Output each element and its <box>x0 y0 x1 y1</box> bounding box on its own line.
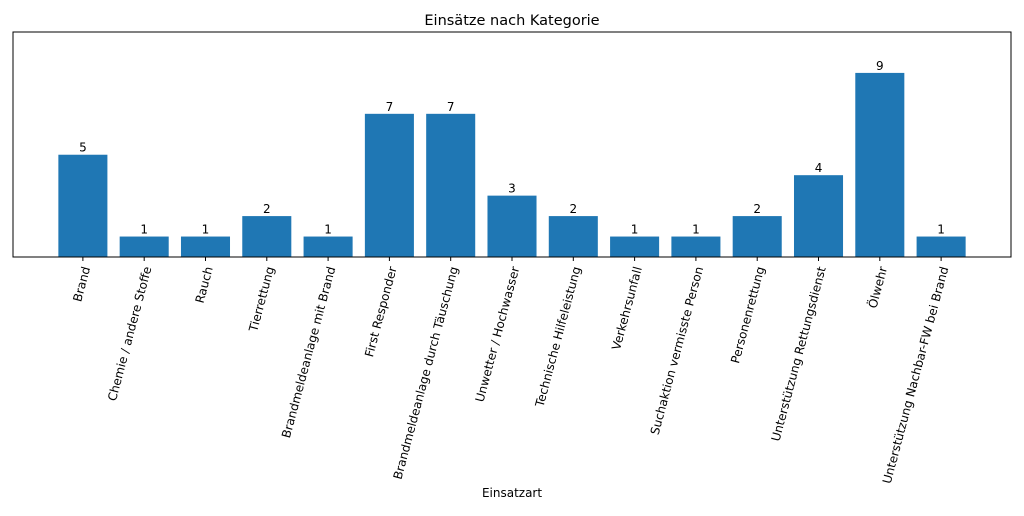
x-tick-label: Tierrettung <box>246 265 277 334</box>
data-label: 1 <box>324 223 332 237</box>
bar <box>610 236 660 257</box>
bar <box>364 113 414 258</box>
x-tick-label: Technische Hilfeleistung <box>532 265 583 409</box>
bar <box>732 216 782 257</box>
data-label: 9 <box>876 59 884 73</box>
bar <box>671 236 721 257</box>
x-tick-label: Brand <box>70 265 93 303</box>
data-label: 2 <box>263 202 271 216</box>
x-tick-label: Ölwehr <box>864 264 890 309</box>
x-tick-label: Verkehrsunfall <box>609 265 645 351</box>
data-label: 2 <box>753 202 761 216</box>
x-tick-label: Brandmeldeanlage durch Täuschung <box>391 265 461 481</box>
data-label: 2 <box>569 202 577 216</box>
bar <box>793 175 844 257</box>
data-label: 7 <box>447 100 455 114</box>
x-tick-label: Personenrettung <box>728 265 767 365</box>
data-label: 1 <box>692 223 700 237</box>
bar <box>58 154 108 257</box>
x-tick-label: Brandmeldeanlage mit Brand <box>279 265 338 440</box>
data-label: 1 <box>202 223 210 237</box>
bar <box>303 236 353 257</box>
x-tick-label: Unterstützung Rettungsdienst <box>769 265 829 443</box>
x-tick-label: First Responder <box>362 265 400 359</box>
data-label: 1 <box>937 223 945 237</box>
x-tick-label: Suchaktion vermisste Person <box>648 265 706 436</box>
bar <box>548 216 598 257</box>
x-tick-label: Unterstützung Nachbar-FW bei Brand <box>880 265 952 485</box>
x-tick-label: Unwetter / Hochwasser <box>473 265 523 403</box>
bar <box>426 113 476 258</box>
data-label: 4 <box>815 161 823 175</box>
data-label: 7 <box>386 100 394 114</box>
data-label: 1 <box>631 223 639 237</box>
bar <box>916 236 966 257</box>
chart-title: Einsätze nach Kategorie <box>424 13 599 29</box>
bar <box>119 236 169 257</box>
bar <box>242 216 292 257</box>
x-axis-label: Einsatzart <box>482 486 542 500</box>
data-label: 1 <box>140 223 148 237</box>
data-label: 3 <box>508 182 516 196</box>
data-label: 5 <box>79 141 87 155</box>
bar <box>855 72 905 257</box>
x-tick-label: Chemie / andere Stoffe <box>105 265 154 402</box>
bar <box>487 195 537 257</box>
bar <box>180 236 231 257</box>
x-tick-label: Rauch <box>193 265 216 305</box>
